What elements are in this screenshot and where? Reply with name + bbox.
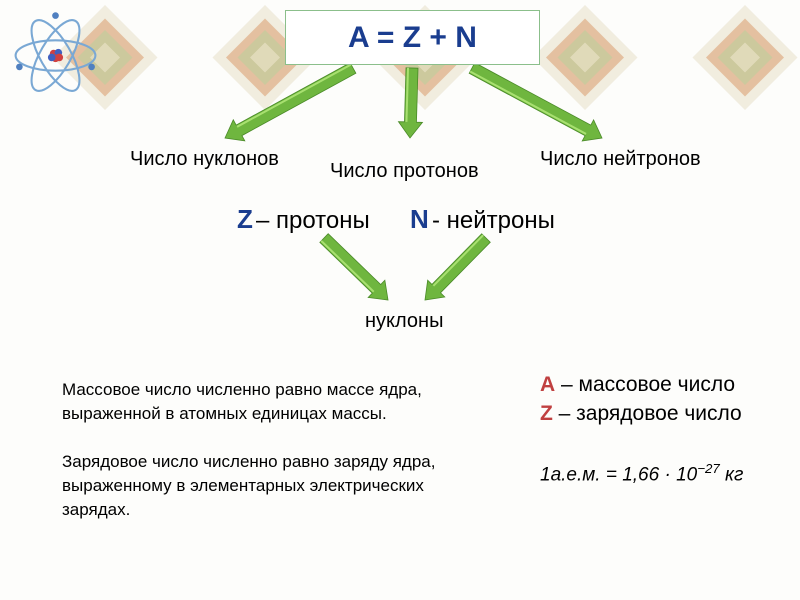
charge-line: Зарядовое число численно равно заряду яд…	[62, 450, 436, 474]
formula-box: A = Z + N	[285, 10, 540, 65]
aem-prefix: 1а.е.м. = 1,66 · 10	[540, 464, 697, 485]
label-zn-1: – протоны	[256, 207, 370, 235]
massnum-paragraph: Массовое число численно равно массе ядра…	[62, 378, 422, 426]
label-zn-0: Z	[237, 204, 253, 235]
az-row: Z – зарядовое число	[540, 399, 742, 428]
label-zn-2: N	[410, 204, 429, 235]
az-letter: A	[540, 373, 555, 396]
label-nuklony: нуклоны	[365, 310, 443, 333]
mass-line: выраженной в атомных единицах массы.	[62, 402, 422, 426]
label-top-0: Число нуклонов	[130, 148, 279, 171]
formula-text: A = Z + N	[348, 21, 477, 55]
charge-line: зарядах.	[62, 498, 436, 522]
az-rest: – зарядовое число	[553, 402, 742, 425]
az-rest: – массовое число	[555, 373, 735, 396]
atom-icon	[8, 8, 103, 103]
aem-exp: −27	[697, 461, 720, 476]
aem-constant: 1а.е.м. = 1,66 · 10−27 кг	[540, 460, 743, 489]
label-top-2: Число нейтронов	[540, 148, 701, 171]
aem-suffix: кг	[720, 464, 744, 485]
az-legend: A – массовое числоZ – зарядовое число	[540, 370, 742, 429]
mass-line: Массовое число численно равно массе ядра…	[62, 378, 422, 402]
chargenum-paragraph: Зарядовое число численно равно заряду яд…	[62, 450, 436, 521]
az-letter: Z	[540, 402, 553, 425]
label-zn-3: - нейтроны	[432, 207, 555, 235]
label-top-1: Число протонов	[330, 160, 479, 183]
az-row: A – массовое число	[540, 370, 742, 399]
charge-line: выраженному в элементарных электрических	[62, 474, 436, 498]
